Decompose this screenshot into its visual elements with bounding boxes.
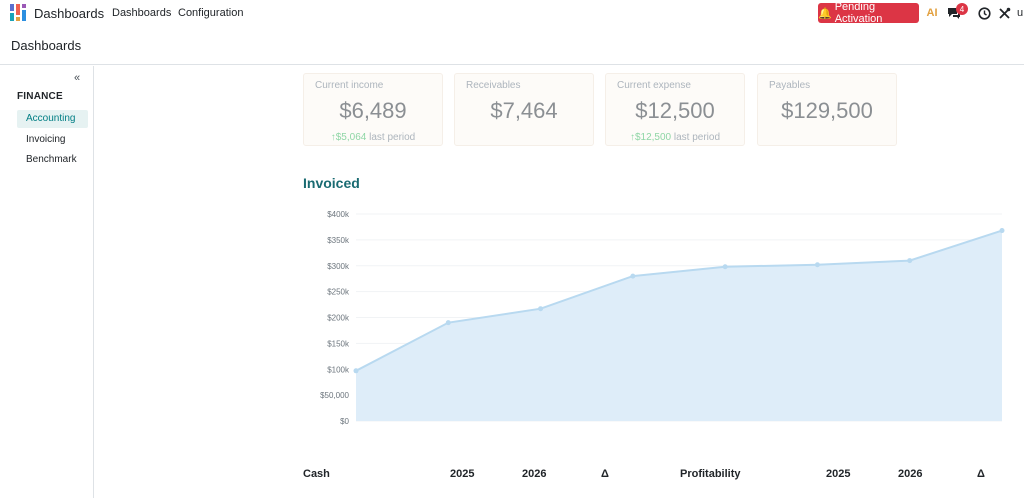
series-area: [356, 230, 1002, 421]
series-line: [355, 229, 1003, 372]
control-panel: Dashboards: [0, 26, 1024, 65]
kpi-receivables[interactable]: Receivables $7,464: [454, 73, 594, 146]
y-tick-label: $0: [340, 417, 349, 426]
tools-icon[interactable]: [997, 5, 1011, 21]
chat-badge: 4: [956, 3, 968, 15]
sidebar-item-benchmark[interactable]: Benchmark: [26, 154, 77, 165]
kpi-payables[interactable]: Payables $129,500: [757, 73, 897, 146]
y-tick-label: $350k: [327, 236, 350, 245]
data-point[interactable]: [907, 258, 913, 264]
kpi-label: Receivables: [466, 80, 521, 91]
data-point[interactable]: [999, 228, 1005, 234]
collapse-sidebar-icon[interactable]: «: [74, 72, 81, 84]
menu-dashboards[interactable]: Dashboards: [112, 7, 172, 19]
y-tick-label: $300k: [327, 262, 350, 271]
data-point[interactable]: [630, 273, 636, 279]
sidebar-section-finance: FINANCE: [17, 91, 63, 102]
kpi-value: $129,500: [781, 98, 873, 123]
cash-col-delta: Δ: [601, 468, 609, 480]
arrow-up-icon: ↑: [629, 132, 635, 143]
top-navbar: Dashboards Dashboards Configuration 🔔 Pe…: [0, 0, 1024, 26]
sidebar: « FINANCE Accounting Invoicing Benchmark: [0, 66, 94, 498]
kpi-trend-suffix: last period: [369, 132, 416, 143]
y-tick-label: $250k: [327, 288, 350, 297]
kpi-current-income[interactable]: Current income $6,489 ↑$5,064 last perio…: [303, 73, 443, 146]
kpi-trend-value: $5,064: [335, 132, 367, 143]
kpi-value: $12,500: [635, 98, 715, 123]
clock-icon[interactable]: [977, 5, 991, 21]
profitability-col-delta: Δ: [977, 468, 985, 480]
app-name[interactable]: Dashboards: [34, 6, 105, 21]
profitability-table-title: Profitability: [680, 468, 741, 480]
kpi-current-expense[interactable]: Current expense $12,500 ↑$12,500 last pe…: [605, 73, 745, 146]
y-tick-label: $200k: [327, 314, 350, 323]
sidebar-item-accounting[interactable]: Accounting: [17, 110, 88, 128]
cash-col-2025: 2025: [450, 468, 475, 480]
sidebar-item-invoicing[interactable]: Invoicing: [26, 134, 66, 145]
chart-title-invoiced: Invoiced: [303, 175, 360, 191]
kpi-label: Current expense: [617, 80, 691, 91]
breadcrumb: Dashboards: [11, 38, 82, 53]
profitability-col-2025: 2025: [826, 468, 851, 480]
data-point[interactable]: [353, 368, 359, 374]
y-tick-label: $150k: [327, 339, 350, 348]
menu-configuration[interactable]: Configuration: [178, 7, 244, 19]
kpi-trend-value: $12,500: [634, 132, 672, 143]
kpi-value: $7,464: [490, 98, 558, 123]
y-tick-label: $100k: [327, 365, 350, 374]
bell-icon: 🔔: [818, 7, 832, 20]
kpi-label: Current income: [315, 80, 384, 91]
y-tick-label: $400k: [327, 210, 350, 219]
invoiced-area-chart: $0 $50,000 $100k $150k $200k $250k $300k $350k $…: [320, 210, 1005, 426]
kpi-trend-suffix: last period: [673, 132, 721, 143]
data-point[interactable]: [445, 320, 451, 326]
data-point[interactable]: [814, 262, 820, 268]
data-point[interactable]: [722, 264, 728, 270]
y-tick-label: $50,000: [320, 391, 349, 400]
user-avatar[interactable]: u: [1017, 7, 1024, 19]
arrow-up-icon: ↑: [330, 132, 336, 143]
ai-icon[interactable]: AI: [926, 7, 938, 19]
cash-table-title: Cash: [303, 468, 330, 480]
pending-activation-label: Pending Activation: [834, 1, 883, 25]
kpi-trend: ↑$5,064 last period: [304, 132, 442, 143]
kpi-value: $6,489: [339, 98, 407, 123]
data-point[interactable]: [538, 306, 544, 312]
dashboards-app-icon[interactable]: [10, 4, 27, 21]
kpi-trend: ↑$12,500 last period: [606, 132, 744, 143]
profitability-col-2026: 2026: [898, 468, 923, 480]
kpi-label: Payables: [769, 80, 811, 91]
pending-activation-button[interactable]: 🔔 Pending Activation: [818, 1, 919, 25]
cash-col-2026: 2026: [522, 468, 547, 480]
